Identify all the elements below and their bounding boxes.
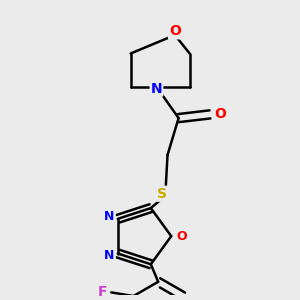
Text: O: O (176, 230, 187, 243)
Text: S: S (157, 187, 167, 201)
Text: O: O (169, 24, 181, 38)
Text: F: F (97, 285, 107, 299)
Text: O: O (214, 107, 226, 122)
Text: N: N (104, 249, 115, 262)
Text: N: N (151, 82, 162, 96)
Text: N: N (104, 211, 115, 224)
